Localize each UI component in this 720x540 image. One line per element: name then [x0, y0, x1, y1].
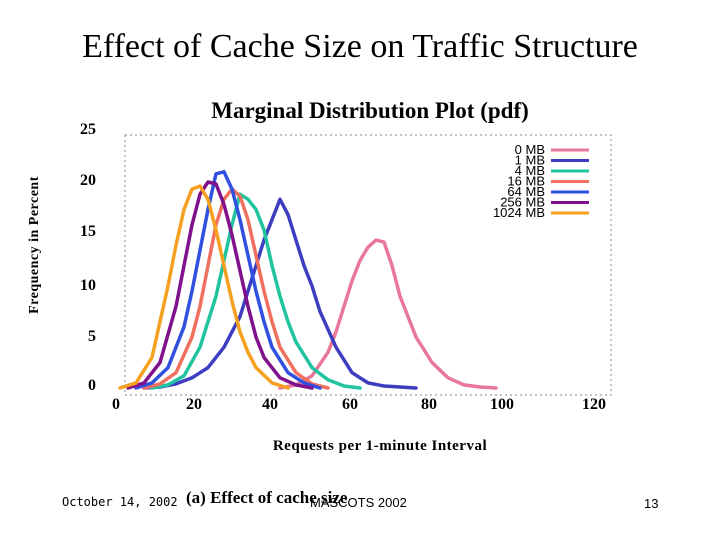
legend-label: 0 MB [515, 142, 545, 157]
legend-label: 1 MB [515, 153, 545, 168]
legend-label: 1024 MB [493, 205, 545, 220]
legend-label: 256 MB [500, 195, 545, 210]
y-tick-label: 0 [88, 377, 96, 394]
chart-title: Marginal Distribution Plot (pdf) [211, 98, 529, 123]
x-tick-label: 0 [112, 396, 120, 413]
figure-caption: (a) Effect of cache size [186, 488, 348, 507]
series-line-1024-mb [118, 184, 290, 390]
y-tick-label: 20 [80, 172, 96, 189]
footer-date: October 14, 2002 [62, 495, 178, 509]
series-lines [118, 170, 498, 390]
series-line-1-mb [142, 197, 418, 390]
series-line-256-mb [126, 180, 314, 390]
series-line-0-mb [278, 238, 498, 390]
footer-conference: MASCOTS 2002 [310, 495, 407, 510]
y-tick-label: 10 [80, 277, 96, 294]
page-number: 13 [644, 496, 659, 511]
x-tick-label: 120 [582, 396, 606, 413]
series-line-16-mb [142, 187, 330, 390]
x-tick-label: 20 [186, 396, 202, 413]
x-tick-label: 100 [490, 396, 514, 413]
y-tick-label: 5 [88, 328, 96, 345]
slide-title: Effect of Cache Size on Traffic Structur… [82, 28, 638, 65]
x-tick-label: 40 [262, 396, 278, 413]
y-tick-label: 25 [80, 121, 96, 138]
legend-label: 64 MB [507, 184, 545, 199]
series-line-64-mb [134, 170, 322, 390]
x-tick-label: 60 [342, 396, 358, 413]
plot-frame [124, 134, 612, 396]
y-tick-label: 15 [80, 223, 96, 240]
x-tick-label: 80 [421, 396, 437, 413]
series-line-4-mb [150, 192, 362, 390]
legend-label: 4 MB [515, 163, 545, 178]
legend-label: 16 MB [507, 174, 545, 189]
x-axis-label: Requests per 1-minute Interval [272, 438, 488, 454]
